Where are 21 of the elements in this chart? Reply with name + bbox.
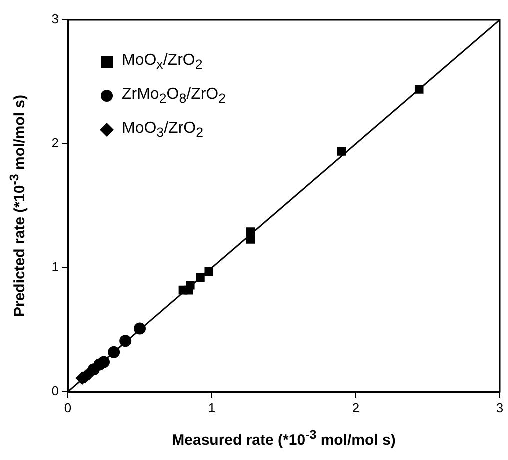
- x-tick-label: 2: [352, 400, 360, 416]
- point: [196, 274, 205, 282]
- point: [134, 322, 146, 335]
- y-tick-label: 3: [52, 12, 59, 27]
- point: [204, 267, 214, 276]
- y-tick-label: 2: [52, 136, 59, 151]
- x-axis-title: Measured rate (*10$^{-3}$ mol/mol s): [172, 428, 396, 449]
- point: [414, 85, 424, 94]
- y-tick-label: 0: [52, 384, 59, 399]
- legend-label: MoO$_{x}$/ZrO$_{2}$: [122, 52, 203, 72]
- x-tick-label: 3: [496, 400, 504, 416]
- point: [246, 235, 256, 244]
- legend-label: ZrMo$_{2}$O$_{8}$/ZrO$_{2}$: [122, 86, 226, 106]
- point: [120, 335, 132, 348]
- legend-label: MoO$_{3}$/ZrO$_{2}$: [122, 120, 204, 140]
- y-tick-label: 1: [52, 260, 59, 275]
- x-tick-label: 0: [64, 400, 72, 416]
- point: [108, 346, 120, 358]
- point: [184, 286, 194, 295]
- x-tick-label: 1: [208, 400, 216, 416]
- point: [337, 147, 346, 156]
